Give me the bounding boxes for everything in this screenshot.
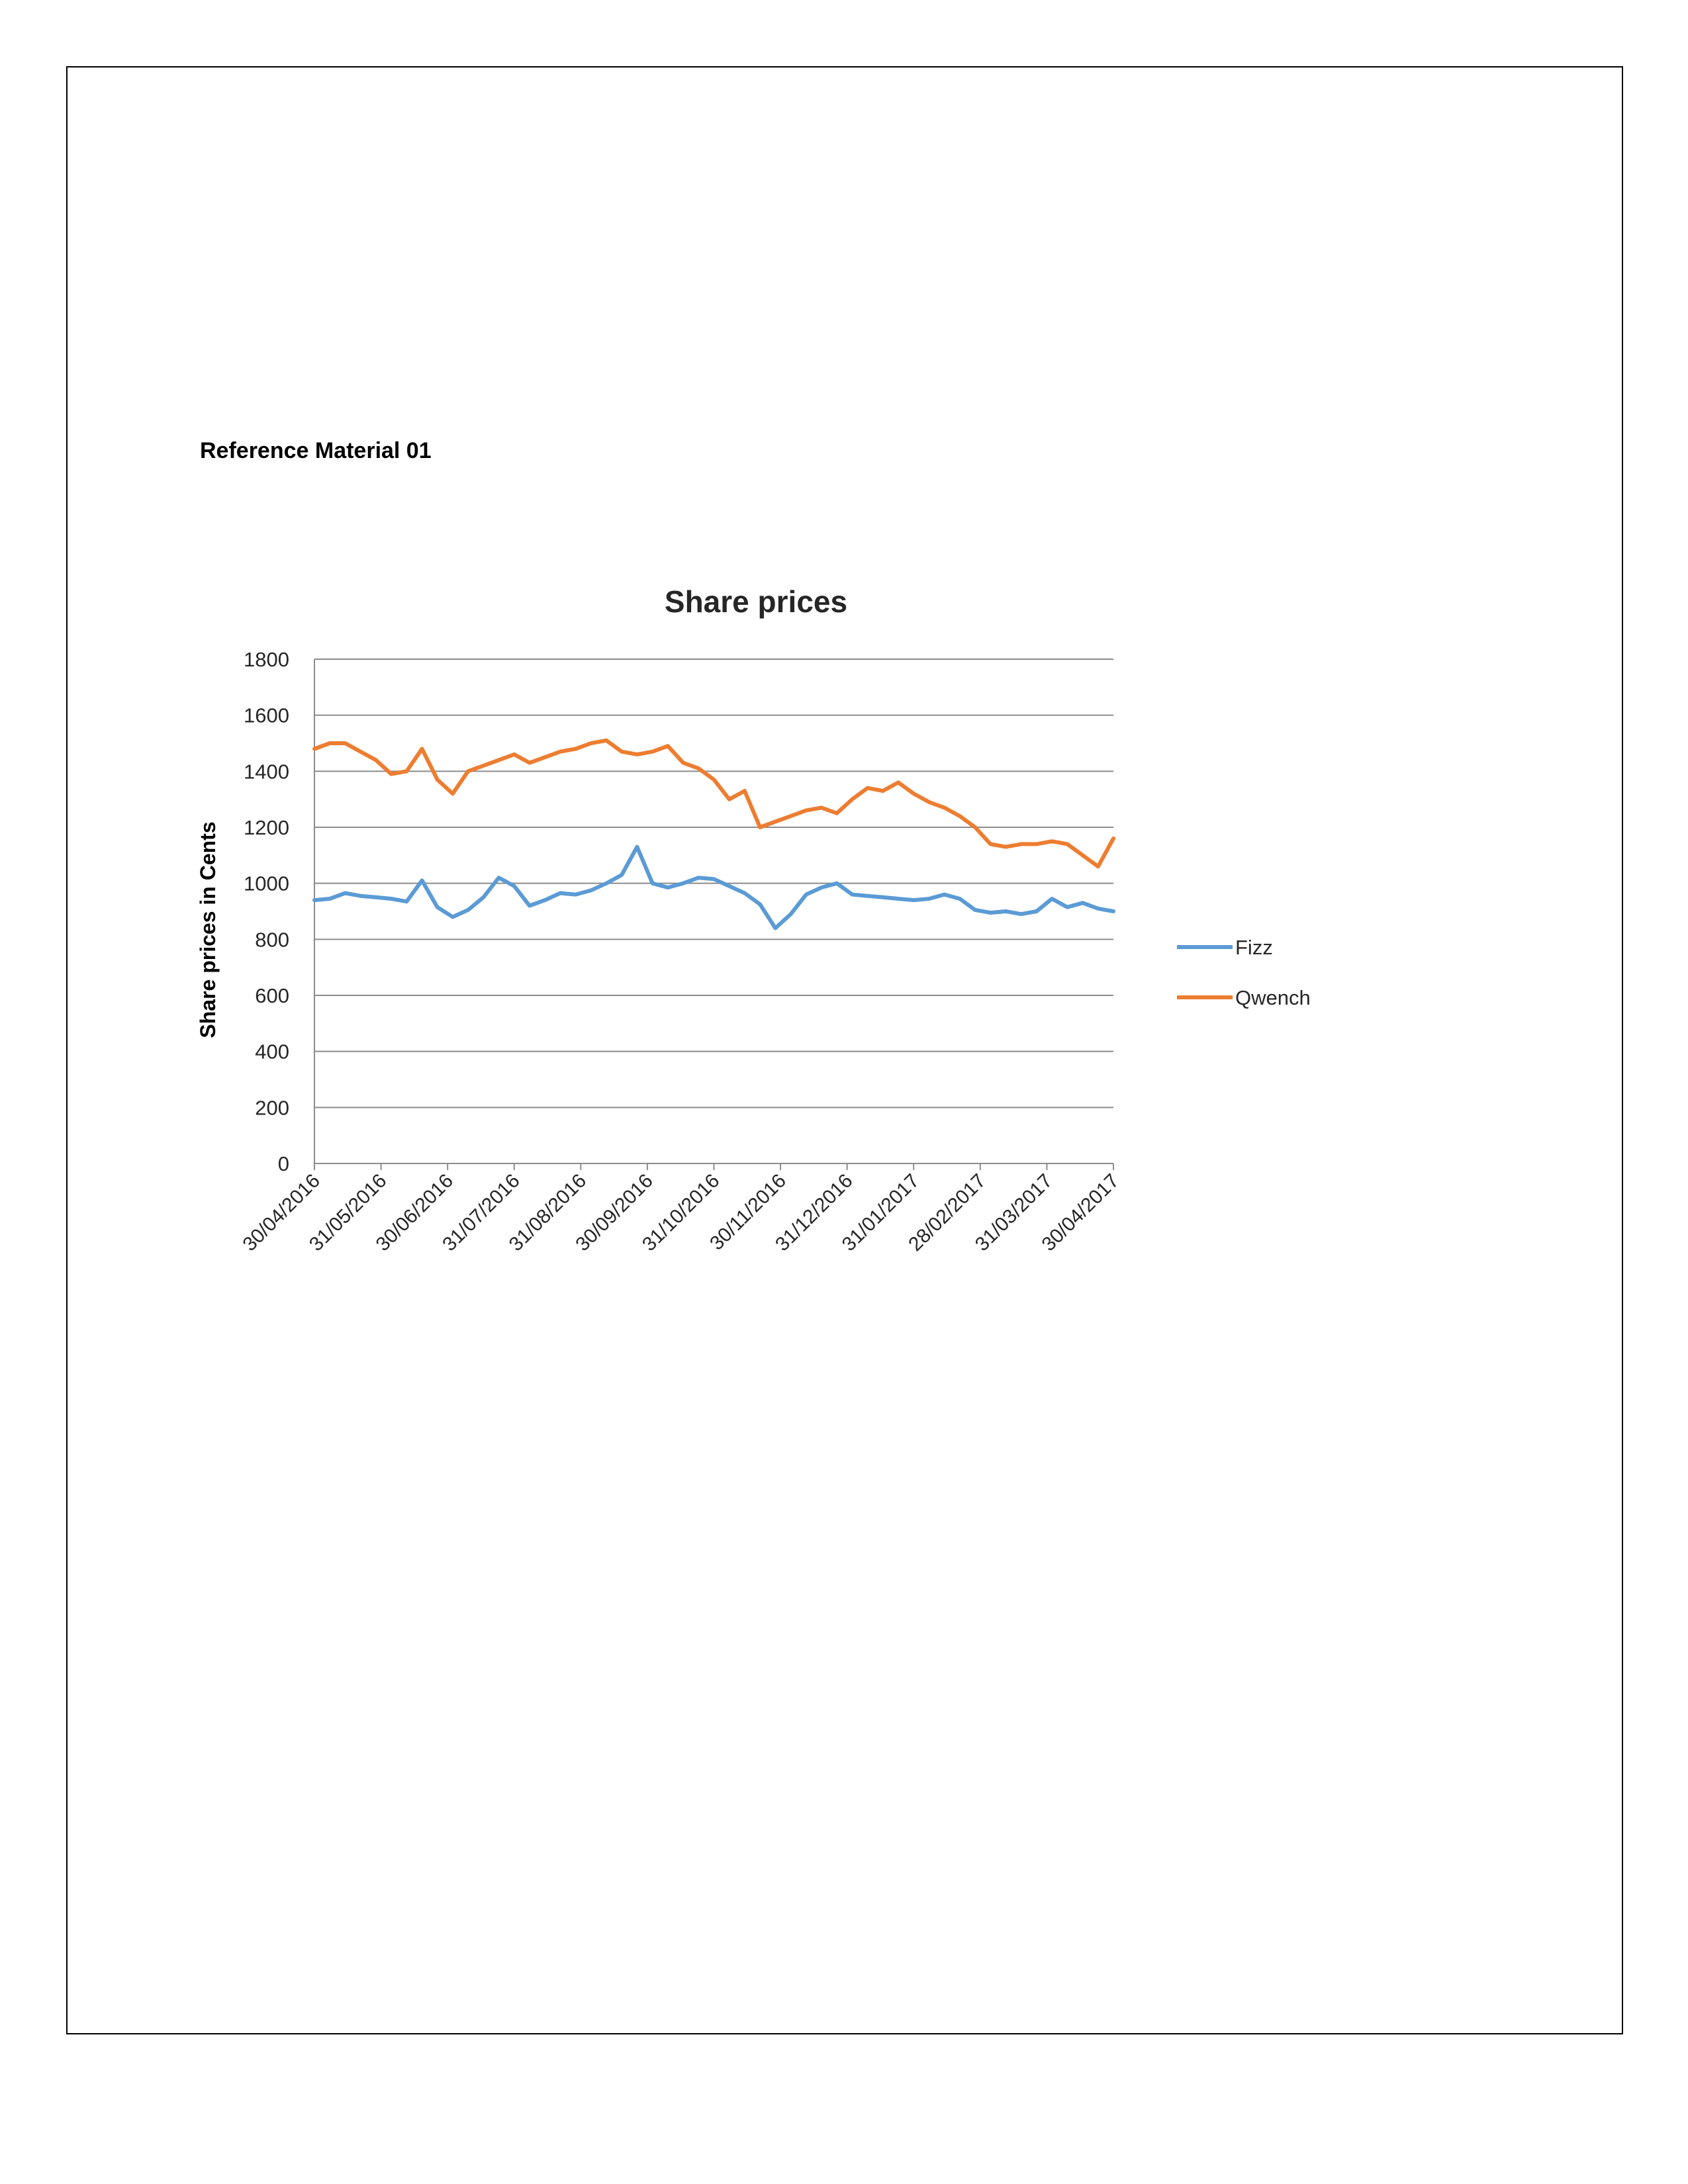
y-tick-label: 400 (255, 1040, 289, 1064)
y-tick-label: 1200 (244, 816, 289, 839)
legend: Fizz Qwench (1177, 936, 1311, 1009)
series-line-qwench (312, 738, 1115, 869)
y-tick-label: 1600 (244, 704, 289, 727)
y-tick-label: 1400 (244, 760, 289, 783)
y-tick-label: 1000 (244, 872, 289, 895)
legend-label-fizz: Fizz (1235, 936, 1273, 959)
y-tick-label: 600 (255, 984, 289, 1007)
y-axis-ticks: 0 200 400 600 800 1000 1200 1400 1600 1800 (244, 648, 289, 1175)
y-tick-label: 0 (278, 1152, 289, 1175)
y-tick-label: 1800 (244, 648, 289, 671)
y-tick-label: 800 (255, 928, 289, 951)
series-lines (312, 738, 1115, 931)
series-line-fizz (312, 844, 1115, 931)
chart-title: Share prices (665, 584, 847, 619)
legend-label-qwench: Qwench (1235, 986, 1311, 1009)
x-axis-ticks: 30/04/201631/05/201630/06/201631/07/2016… (238, 1163, 1123, 1255)
page-border (66, 66, 1623, 2034)
y-axis-title: Share prices in Cents (196, 821, 220, 1038)
reference-heading: Reference Material 01 (200, 438, 432, 463)
y-tick-label: 200 (255, 1096, 289, 1119)
